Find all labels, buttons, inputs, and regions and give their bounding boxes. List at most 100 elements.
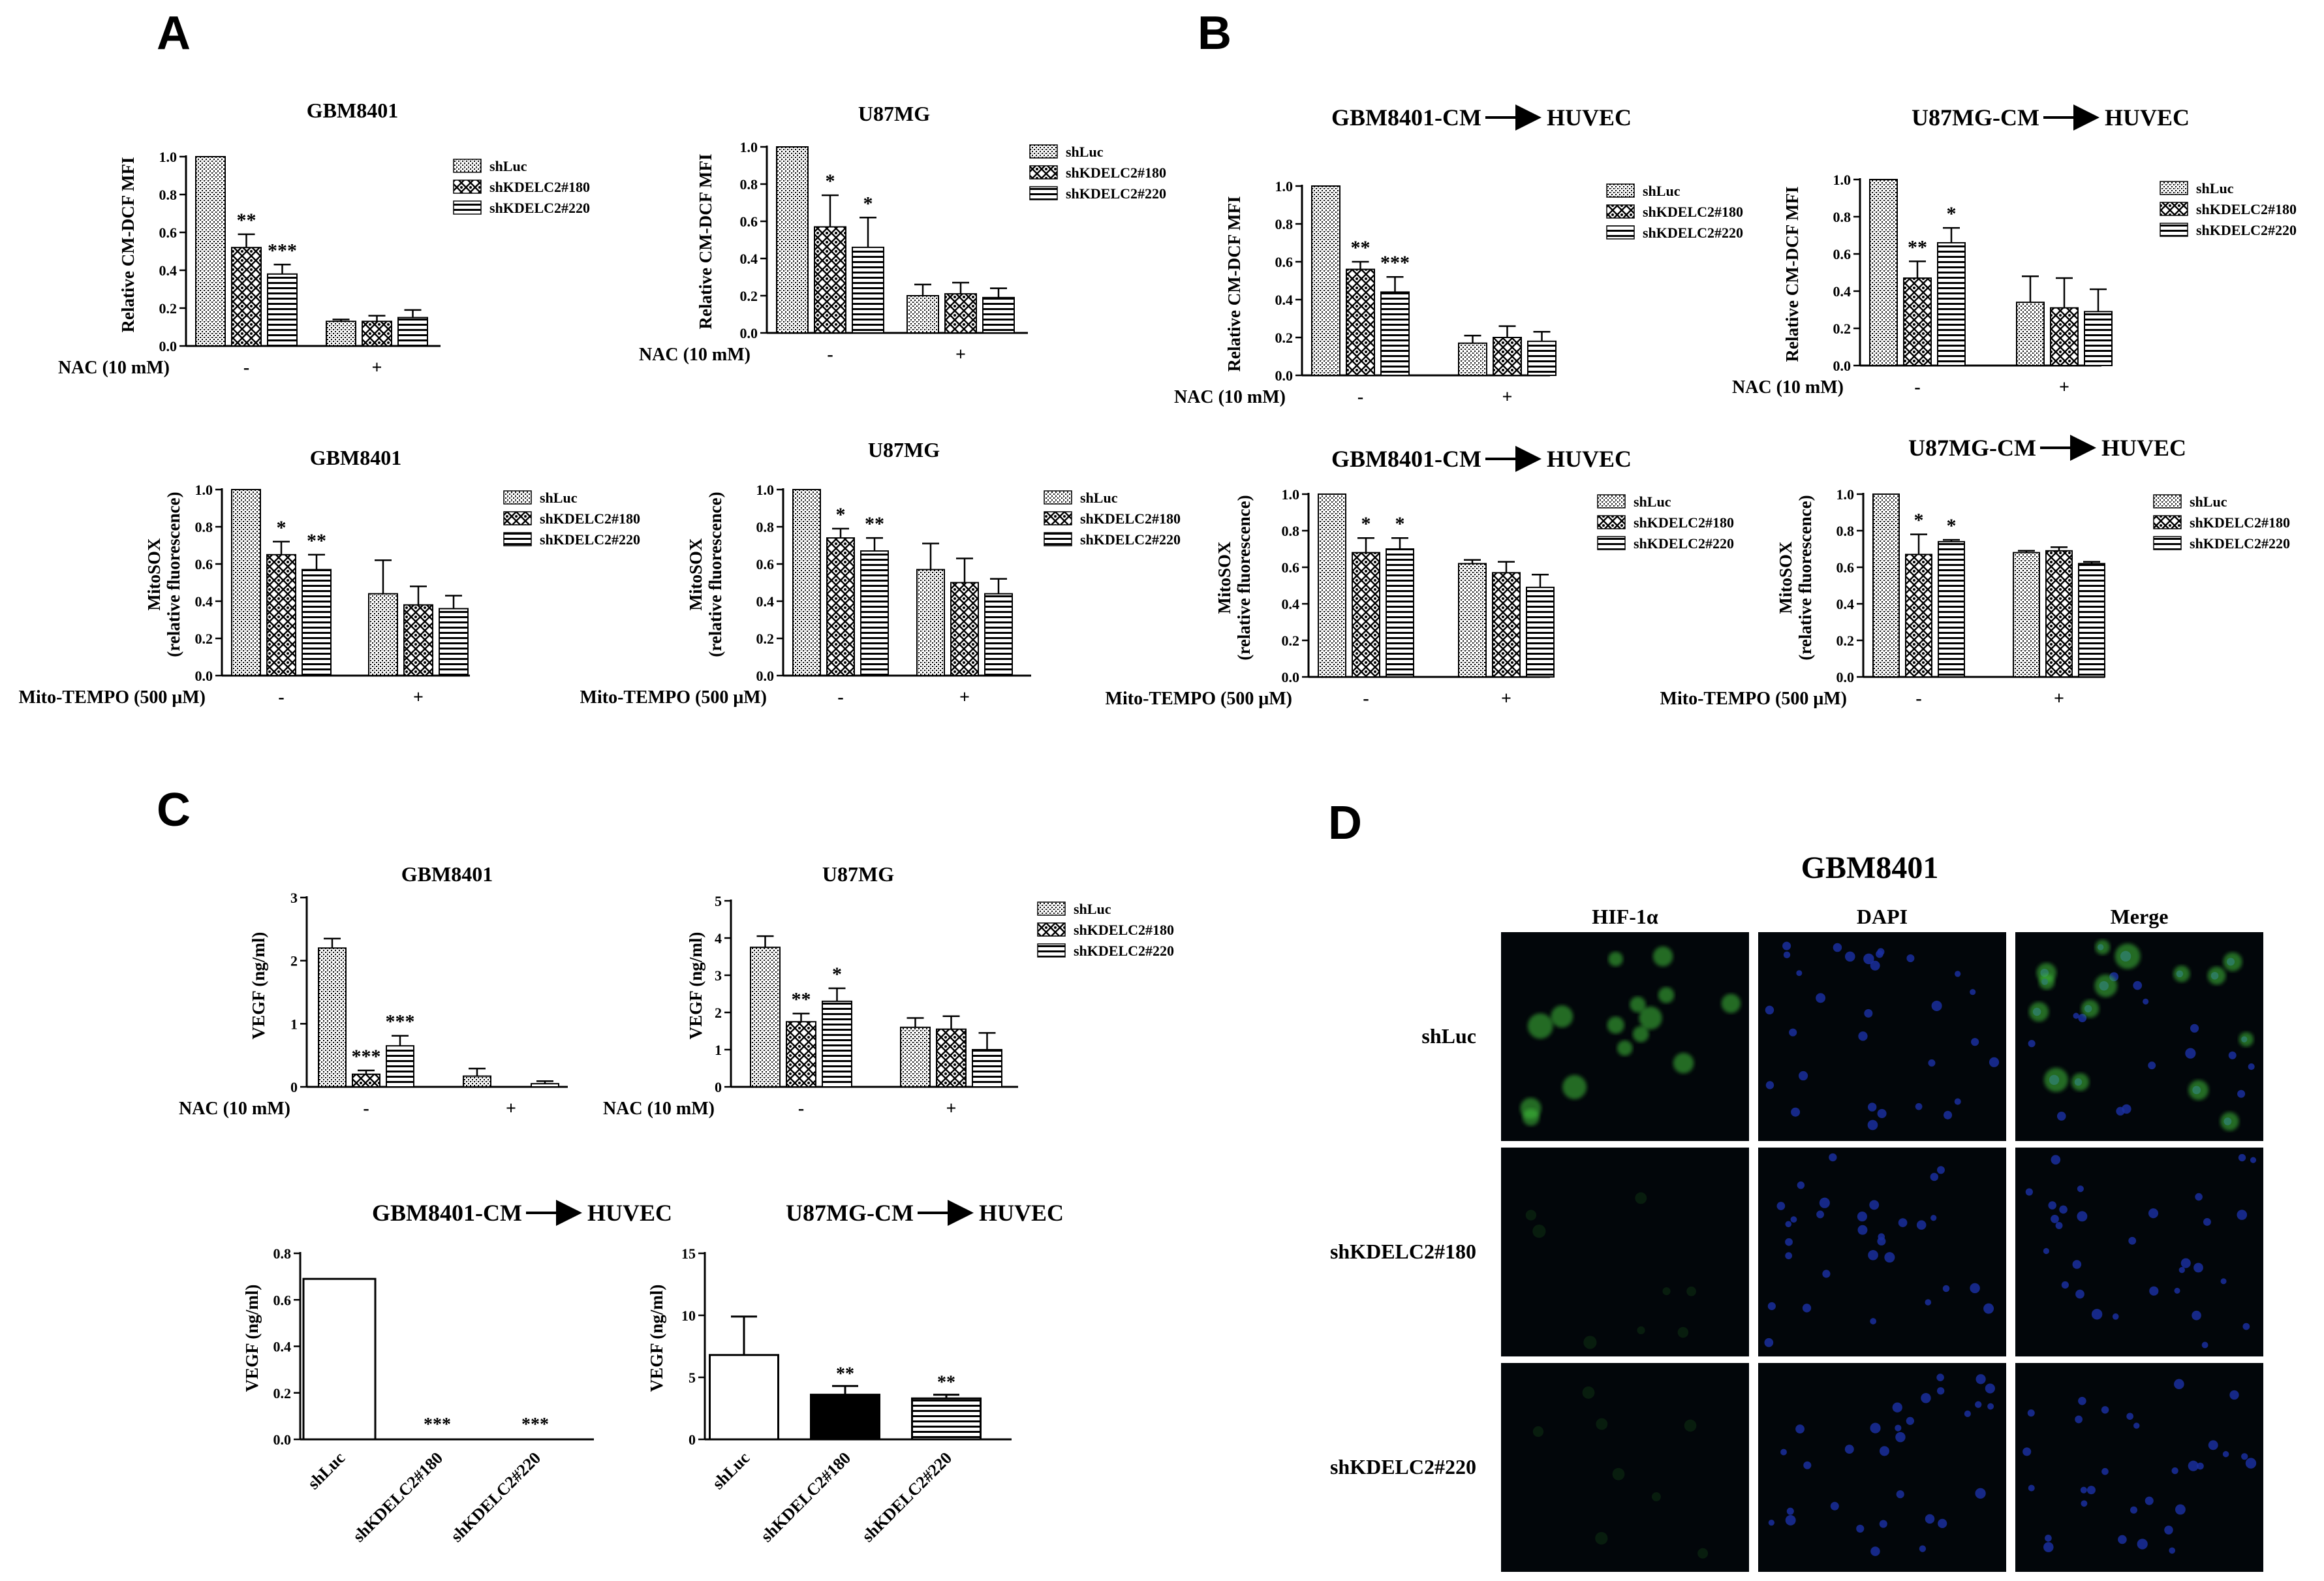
treatment-label: NAC (10 mM) xyxy=(179,1099,290,1119)
nucleus xyxy=(1857,1225,1868,1235)
nucleus xyxy=(1789,1028,1797,1037)
bar-shluc xyxy=(776,146,809,334)
y-tick-label: 0.2 xyxy=(273,1385,292,1401)
legend-label: shKDELC2#220 xyxy=(2196,222,2297,238)
hif-signal xyxy=(1721,994,1741,1013)
panel-letter-a: A xyxy=(157,7,191,59)
y-axis-label: VEGF (ng/ml) xyxy=(647,1285,666,1392)
column-header: DAPI xyxy=(1857,905,1908,928)
nucleus xyxy=(1802,1304,1812,1313)
bar-shkdelc2-180 xyxy=(936,1028,967,1088)
y-axis-label-2: (relative fluorescence) xyxy=(705,492,725,657)
micrograph-background xyxy=(1758,932,2006,1141)
y-tick-label: 1.0 xyxy=(1275,178,1294,195)
nucleus xyxy=(2196,1462,2204,1470)
hif-signal xyxy=(1562,1074,1587,1099)
bar-shluc xyxy=(1311,185,1340,376)
group-label: + xyxy=(955,345,966,365)
micrograph-merge xyxy=(2015,932,2263,1141)
nucleus xyxy=(2028,1040,2036,1048)
nucleus xyxy=(2188,1460,2199,1471)
y-tick-label: 3 xyxy=(715,967,722,984)
nucleus xyxy=(1906,1417,1915,1425)
significance-mark: * xyxy=(1947,515,1957,537)
nucleus xyxy=(1930,1215,1937,1221)
hif-signal xyxy=(1673,1052,1694,1074)
hif-signal xyxy=(1652,946,1673,967)
group-label: - xyxy=(1363,689,1369,709)
hif-signal xyxy=(2094,974,2118,997)
legend-label: shLuc xyxy=(1643,183,1681,199)
bar-shkdelc2-180 xyxy=(814,226,846,334)
nucleus xyxy=(2028,1484,2035,1492)
significance-mark: *** xyxy=(521,1415,549,1435)
y-tick-label: 0.8 xyxy=(159,187,178,203)
bar-shkdelc2-220 xyxy=(1938,540,1965,678)
chart-a4: U87MG MitoSOX (relative fluorescence) 0.0 0.… xyxy=(580,438,1181,708)
faint-signal xyxy=(1635,1192,1647,1204)
faint-signal xyxy=(1596,1418,1608,1430)
chart-title: GBM8401-CM xyxy=(1331,104,1481,131)
legend-swatch xyxy=(453,159,482,173)
treatment-label: Mito-TEMPO (500 μM) xyxy=(580,687,767,708)
bar-shluc xyxy=(900,1026,931,1088)
y-tick-label: 0.0 xyxy=(1836,669,1855,685)
bar-shkdelc2-180 xyxy=(944,293,977,334)
nucleus xyxy=(2118,1535,2127,1544)
nucleus xyxy=(1803,1461,1812,1469)
nucleus xyxy=(2055,1222,2063,1229)
y-tick-label: 0 xyxy=(689,1432,696,1448)
bar-shkdelc2-220 xyxy=(397,317,428,347)
hif-signal xyxy=(1617,1040,1633,1056)
chart-title: GBM8401 xyxy=(307,99,398,122)
x-category-label: shKDELC2#180 xyxy=(757,1448,854,1546)
column-header: HIF-1α xyxy=(1592,905,1658,928)
bar-shluc xyxy=(792,489,821,676)
treatment-label: Mito-TEMPO (500 μM) xyxy=(1660,689,1847,709)
micrograph-dapi xyxy=(1758,932,2006,1141)
significance-mark: ** xyxy=(307,530,326,552)
bar-shkdelc2-220 xyxy=(1937,242,1966,366)
micrograph-background xyxy=(2015,932,2263,1141)
y-tick-label: 1 xyxy=(290,1016,298,1032)
legend-swatch xyxy=(503,490,532,505)
chart-title-suffix: HUVEC xyxy=(979,1200,1064,1226)
y-tick-label: 0.8 xyxy=(273,1245,292,1262)
nucleus xyxy=(2237,1210,2248,1220)
bar-shluc xyxy=(750,947,781,1088)
legend-swatch xyxy=(1597,536,1626,550)
legend-label: shKDELC2#220 xyxy=(1643,225,1743,241)
group-label: - xyxy=(1357,387,1363,407)
faint-signal xyxy=(1525,1210,1537,1221)
panel-letter-d: D xyxy=(1328,797,1362,849)
bar-shkdelc2-180 xyxy=(403,604,433,677)
nucleus xyxy=(1936,1166,1945,1174)
nucleus xyxy=(1971,1038,1979,1046)
chart-title: GBM8401 xyxy=(401,862,493,886)
nucleus xyxy=(1936,1373,1944,1381)
micrograph-hif-1- xyxy=(1501,1148,1749,1356)
nucleus xyxy=(1796,970,1803,977)
nucleus xyxy=(2192,1310,2201,1321)
legend-swatch xyxy=(1606,183,1635,198)
legend-swatch xyxy=(2160,181,2188,195)
bar-shkdelc2-220 xyxy=(2084,311,2113,367)
nucleus xyxy=(2169,1547,2176,1554)
legend-label: shKDELC2#220 xyxy=(1066,185,1166,202)
y-tick-label: 0.2 xyxy=(1282,633,1300,649)
nucleus xyxy=(1870,1318,1877,1324)
significance-mark: ** xyxy=(1908,236,1927,258)
y-tick-label: 0.6 xyxy=(159,225,178,241)
row-label: shKDELC2#180 xyxy=(1330,1240,1476,1263)
y-tick-label: 2 xyxy=(715,1005,722,1021)
legend-swatch xyxy=(1597,494,1626,509)
y-tick-label: 0.4 xyxy=(1282,596,1300,612)
hif-signal xyxy=(2081,999,2099,1018)
significance-mark: ** xyxy=(836,1364,854,1384)
panel-d-title: GBM8401 xyxy=(1801,851,1939,885)
nucleus xyxy=(1786,1507,1794,1515)
bar-shluc xyxy=(195,156,226,347)
nucleus xyxy=(2190,1024,2199,1033)
nucleus xyxy=(1785,1514,1796,1526)
